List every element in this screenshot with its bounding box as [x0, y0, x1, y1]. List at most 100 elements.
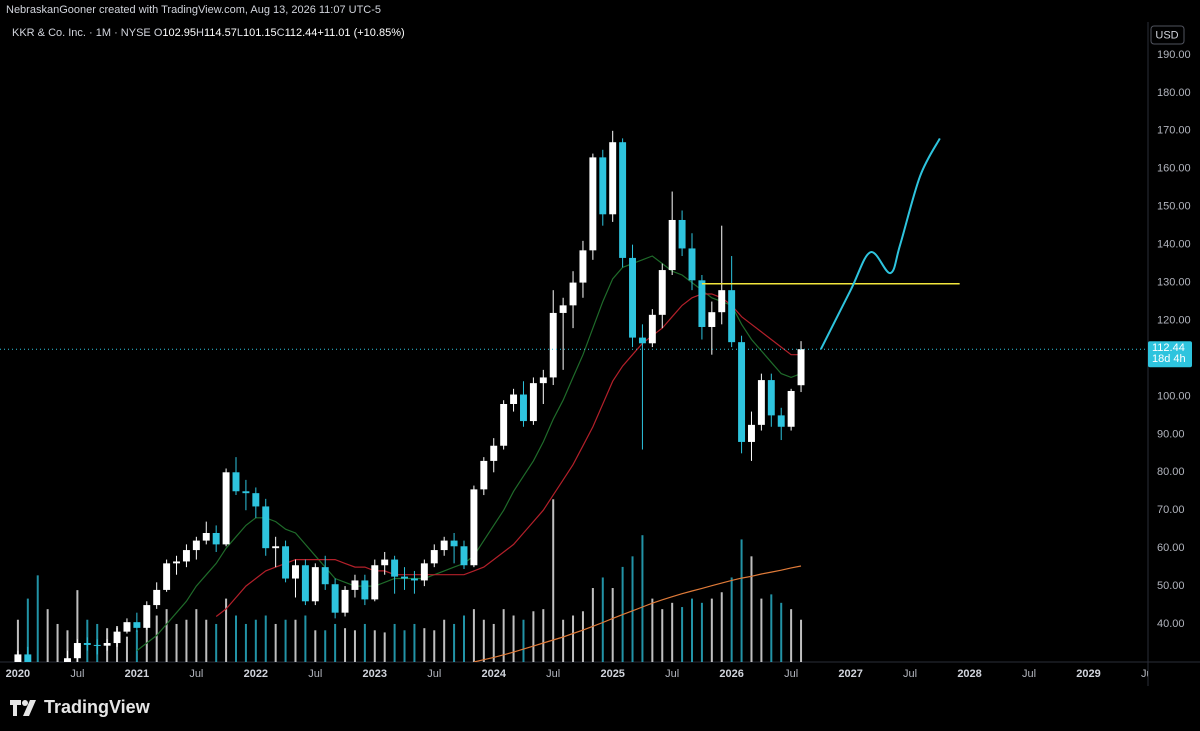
candle-body — [589, 157, 597, 251]
candle-body — [738, 342, 746, 442]
y-tick-label: 120.00 — [1157, 314, 1191, 326]
candle-body — [698, 280, 706, 327]
candle-body — [64, 658, 71, 662]
volume-bar — [16, 619, 19, 662]
candle-body — [331, 584, 339, 613]
y-tick-label: 60.00 — [1157, 542, 1185, 554]
candle-body — [688, 248, 696, 281]
y-tick-label: 70.00 — [1157, 504, 1185, 516]
volume-bar — [373, 630, 376, 662]
candle-body — [490, 445, 498, 461]
volume-bar — [453, 623, 456, 662]
volume-bar — [185, 619, 188, 662]
candle-body — [500, 403, 508, 446]
volume-bar — [532, 611, 535, 662]
candle-body — [668, 219, 676, 271]
volume-bar — [304, 615, 307, 662]
candle-body — [619, 142, 627, 258]
candle-body — [202, 532, 210, 541]
x-tick-label: 2029 — [1076, 668, 1100, 680]
candle-body — [192, 540, 200, 551]
volume-bar — [661, 609, 664, 662]
candle-body — [460, 546, 468, 566]
volume-bar — [175, 623, 178, 662]
candle-body — [787, 390, 795, 427]
candle-body — [242, 491, 250, 494]
legend: KKR & Co. Inc. · 1M · NYSE O102.95H114.5… — [12, 27, 405, 39]
y-tick-label: 190.00 — [1157, 49, 1191, 61]
volume-bar — [393, 623, 396, 662]
y-tick-label: 170.00 — [1157, 125, 1191, 137]
volume-bar — [244, 623, 247, 662]
change: +11.01 (+10.85%) — [317, 27, 405, 39]
ohlc-value: 102.95 — [162, 27, 197, 39]
candle-body — [311, 567, 319, 602]
candle-body — [629, 257, 636, 338]
x-tick-label: Jul — [189, 668, 203, 680]
logo-text: TradingView — [44, 697, 150, 717]
volume-bar — [581, 611, 584, 662]
candle-body — [361, 580, 369, 600]
x-tick-label: Jul — [308, 668, 322, 680]
candle-body — [559, 305, 567, 313]
x-tick-label: 2023 — [363, 668, 387, 680]
currency-box[interactable] — [1150, 25, 1185, 45]
volume-bar — [314, 630, 317, 662]
candle-body — [708, 312, 716, 327]
volume-bar — [165, 609, 168, 662]
candle-body — [14, 654, 22, 662]
volume-bar — [264, 615, 267, 662]
candle-body — [480, 460, 488, 490]
volume-bar — [76, 590, 79, 662]
last-price-label: 112.44 — [1152, 342, 1185, 354]
y-tick-label: 100.00 — [1157, 390, 1191, 402]
candle-body — [609, 142, 617, 215]
candle-body — [103, 643, 111, 646]
volume-bar — [413, 623, 416, 662]
candle-body — [410, 578, 418, 581]
volume-bar — [353, 630, 356, 662]
logo-icon — [10, 699, 36, 716]
x-tick-label: Jul — [427, 668, 441, 680]
volume-bar — [502, 609, 505, 662]
volume-bar — [492, 623, 495, 662]
candle-body — [321, 567, 329, 585]
candle-body — [440, 540, 448, 551]
y-tick-label: 150.00 — [1157, 201, 1191, 213]
volume-bar — [225, 598, 228, 662]
candle-body — [212, 532, 220, 545]
y-tick-label: 90.00 — [1157, 428, 1185, 440]
volume-bar — [423, 628, 426, 662]
last-price-box — [1148, 341, 1192, 368]
volume-bar — [522, 619, 525, 662]
candle-body — [73, 643, 81, 659]
volume-bar — [433, 630, 436, 662]
candle-body — [539, 377, 547, 384]
ohlc-label: C — [276, 27, 285, 39]
candle-body — [579, 250, 587, 283]
volume-bar — [710, 598, 713, 662]
candle-body — [252, 493, 260, 507]
x-tick-label: Jul — [665, 668, 679, 680]
volume-bar — [274, 623, 277, 662]
volume-bar — [294, 619, 297, 662]
candle-body — [777, 415, 785, 427]
volume-bar — [56, 623, 59, 662]
volume-bar — [780, 602, 783, 662]
candle-body — [24, 654, 32, 662]
volume-bar — [26, 598, 29, 662]
candle-body — [371, 565, 379, 600]
countdown: 18d 4h — [1152, 353, 1186, 365]
candle-body — [113, 631, 121, 644]
ohlc-label: L — [236, 27, 243, 39]
volume-bar — [651, 598, 654, 662]
candle-body — [678, 219, 686, 249]
x-tick-label: Jul — [1022, 668, 1036, 680]
y-tick-label: 160.00 — [1157, 163, 1191, 175]
candle-body — [450, 540, 458, 547]
volume-bar — [383, 632, 386, 662]
candle-body — [520, 394, 527, 422]
candle-body — [420, 563, 428, 581]
ohlc-label: O — [153, 27, 163, 39]
